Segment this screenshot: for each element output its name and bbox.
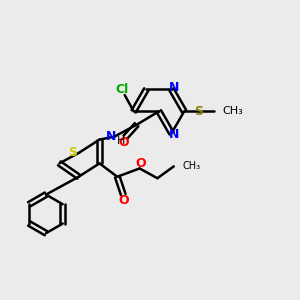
Text: CH₃: CH₃: [222, 106, 243, 116]
Text: O: O: [118, 136, 129, 149]
Text: O: O: [135, 157, 146, 170]
Text: H: H: [117, 136, 125, 146]
Text: S: S: [68, 146, 77, 159]
Text: N: N: [169, 128, 179, 141]
Text: Cl: Cl: [115, 83, 128, 96]
Text: CH₃: CH₃: [182, 161, 200, 171]
Text: N: N: [106, 130, 116, 143]
Text: S: S: [194, 105, 203, 118]
Text: O: O: [118, 194, 129, 207]
Text: N: N: [169, 82, 179, 94]
